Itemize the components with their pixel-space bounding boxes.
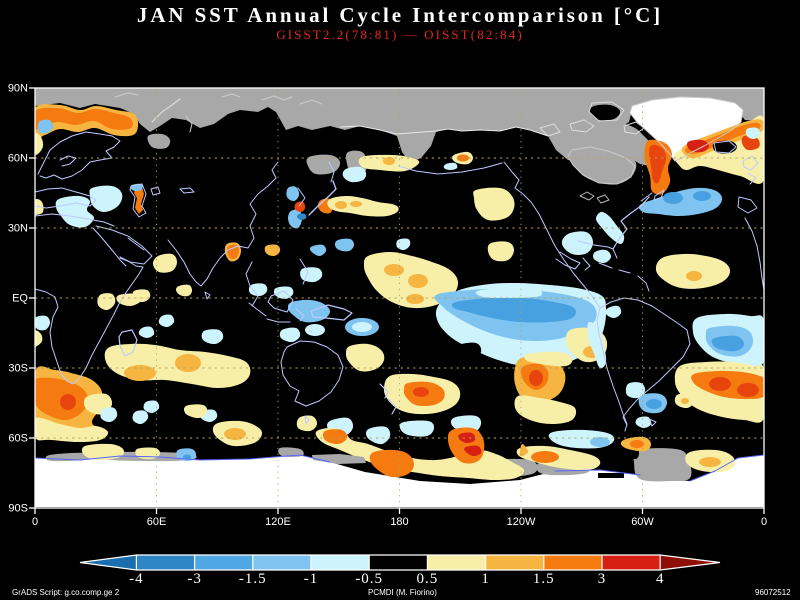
svg-text:90N: 90N <box>8 83 28 95</box>
svg-text:96072512: 96072512 <box>755 588 791 597</box>
svg-text:GISST2.2(78:81) — OISST(82:84): GISST2.2(78:81) — OISST(82:84) <box>276 27 524 42</box>
svg-text:-4: -4 <box>129 571 144 587</box>
svg-text:0: 0 <box>761 516 767 528</box>
svg-text:1: 1 <box>481 571 490 587</box>
svg-text:120E: 120E <box>265 516 291 528</box>
svg-text:-3: -3 <box>187 571 202 587</box>
svg-text:PCMDI (M. Fiorino): PCMDI (M. Fiorino) <box>368 588 437 597</box>
svg-text:EQ: EQ <box>12 293 28 305</box>
svg-text:120W: 120W <box>507 516 536 528</box>
svg-text:0.5: 0.5 <box>417 571 439 587</box>
svg-text:4: 4 <box>656 571 665 587</box>
svg-text:60W: 60W <box>631 516 654 528</box>
svg-text:0: 0 <box>32 516 38 528</box>
svg-text:60N: 60N <box>8 153 28 165</box>
svg-text:180: 180 <box>390 516 408 528</box>
svg-text:90S: 90S <box>8 503 28 515</box>
svg-text:1.5: 1.5 <box>533 571 555 587</box>
svg-text:JAN SST Annual Cycle Intercomp: JAN SST Annual Cycle Intercomparison [°C… <box>137 3 663 27</box>
svg-text:60E: 60E <box>147 516 167 528</box>
svg-text:30N: 30N <box>8 223 28 235</box>
svg-text:60S: 60S <box>8 433 28 445</box>
svg-text:3: 3 <box>598 571 607 587</box>
svg-text:-0.5: -0.5 <box>355 571 383 587</box>
svg-text:30S: 30S <box>8 363 28 375</box>
svg-text:GrADS Script: g.co.comp.ge 2: GrADS Script: g.co.comp.ge 2 <box>12 588 120 597</box>
svg-text:-1: -1 <box>304 571 319 587</box>
svg-text:-1.5: -1.5 <box>239 571 267 587</box>
